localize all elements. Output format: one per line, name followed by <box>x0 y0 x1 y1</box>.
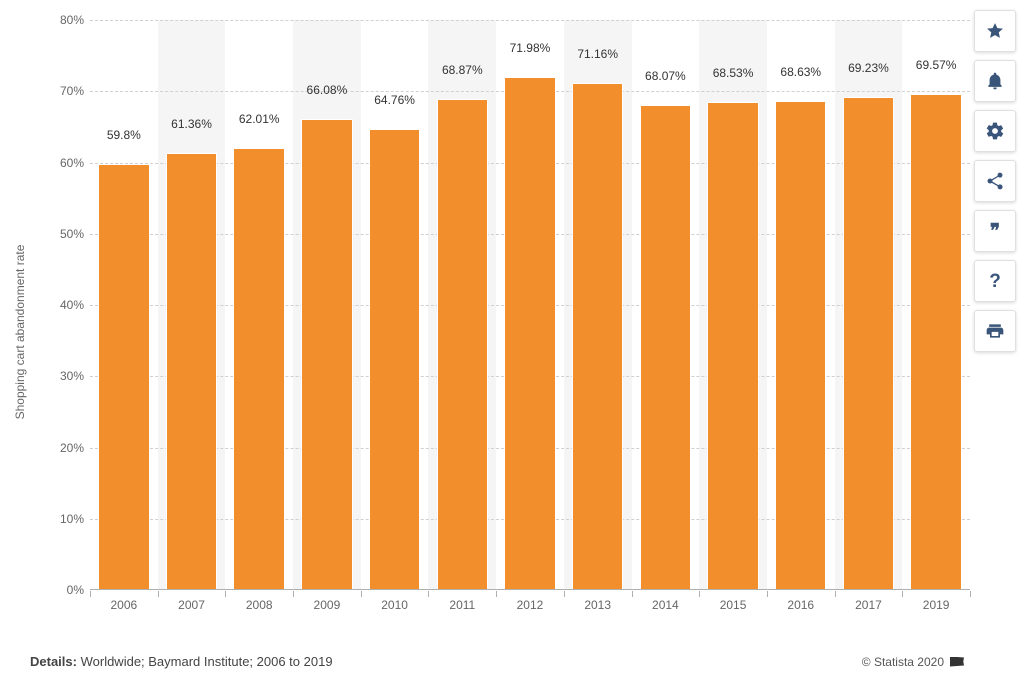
y-tick-label: 70% <box>50 84 84 98</box>
x-tick <box>496 591 497 597</box>
bar[interactable] <box>775 101 826 590</box>
bar-slot: 62.01%2008 <box>225 20 293 590</box>
bar-value-label: 69.57% <box>889 58 984 76</box>
x-axis-line <box>90 589 970 590</box>
x-tick-label: 2006 <box>90 598 158 612</box>
bar[interactable] <box>437 99 488 590</box>
x-tick-label: 2015 <box>699 598 767 612</box>
x-tick <box>361 591 362 597</box>
bar-slot: 71.16%2013 <box>564 20 632 590</box>
y-tick-label: 80% <box>50 13 84 27</box>
y-tick-label: 40% <box>50 298 84 312</box>
share-button[interactable] <box>974 160 1016 202</box>
bar-slot: 61.36%2007 <box>158 20 226 590</box>
x-tick-label: 2011 <box>428 598 496 612</box>
bar[interactable] <box>910 94 961 590</box>
x-tick <box>564 591 565 597</box>
bar-slot: 68.53%2015 <box>699 20 767 590</box>
x-tick <box>90 591 91 597</box>
bar[interactable] <box>98 164 149 590</box>
y-tick-label: 60% <box>50 156 84 170</box>
x-tick-label: 2013 <box>564 598 632 612</box>
bar[interactable] <box>572 83 623 590</box>
bar-slot: 68.87%2011 <box>428 20 496 590</box>
bar[interactable] <box>640 105 691 590</box>
bar-slot: 69.57%2019 <box>902 20 970 590</box>
x-tick <box>902 591 903 597</box>
bar[interactable] <box>301 119 352 590</box>
chart-footer: Details: Worldwide; Baymard Institute; 2… <box>30 654 964 669</box>
y-tick-label: 10% <box>50 512 84 526</box>
x-tick-label: 2007 <box>158 598 226 612</box>
bar[interactable] <box>707 102 758 590</box>
x-tick-label: 2009 <box>293 598 361 612</box>
x-tick-label: 2012 <box>496 598 564 612</box>
x-tick <box>158 591 159 597</box>
quote-button[interactable]: ❞ <box>974 210 1016 252</box>
favorite-button[interactable] <box>974 10 1016 52</box>
x-tick <box>699 591 700 597</box>
star-icon <box>985 21 1005 41</box>
share-icon <box>985 171 1005 191</box>
x-tick <box>428 591 429 597</box>
settings-button[interactable] <box>974 110 1016 152</box>
bar[interactable] <box>166 153 217 590</box>
y-axis-title: Shopping cart abandonment rate <box>13 245 27 420</box>
bar[interactable] <box>233 148 284 590</box>
details-text: Details: Worldwide; Baymard Institute; 2… <box>30 654 333 669</box>
y-tick-label: 50% <box>50 227 84 241</box>
x-tick <box>225 591 226 597</box>
x-tick <box>293 591 294 597</box>
x-tick-label: 2014 <box>632 598 700 612</box>
print-button[interactable] <box>974 310 1016 352</box>
flag-icon <box>950 657 964 667</box>
print-icon <box>985 321 1005 341</box>
chart-region: Shopping cart abandonment rate 0%10%20%3… <box>30 20 970 630</box>
x-tick-label: 2008 <box>225 598 293 612</box>
bar-slot: 69.23%2017 <box>835 20 903 590</box>
y-tick-label: 0% <box>50 583 84 597</box>
x-tick-label: 2017 <box>835 598 903 612</box>
help-button[interactable]: ? <box>974 260 1016 302</box>
bar[interactable] <box>369 129 420 590</box>
x-tick-label: 2019 <box>902 598 970 612</box>
help-icon: ? <box>989 272 1001 291</box>
y-tick-label: 30% <box>50 369 84 383</box>
bell-icon <box>985 71 1005 91</box>
side-toolbar: ❞ ? <box>974 10 1016 352</box>
gear-icon <box>985 121 1005 141</box>
bar-slot: 71.98%2012 <box>496 20 564 590</box>
x-tick <box>632 591 633 597</box>
x-tick <box>835 591 836 597</box>
y-tick-label: 20% <box>50 441 84 455</box>
bar-slot: 59.8%2006 <box>90 20 158 590</box>
bar-slot: 68.07%2014 <box>632 20 700 590</box>
bar-slot: 64.76%2010 <box>361 20 429 590</box>
bar[interactable] <box>843 97 894 590</box>
plot-area: 0%10%20%30%40%50%60%70%80% 59.8%200661.3… <box>90 20 970 590</box>
x-tick-label: 2010 <box>361 598 429 612</box>
quote-icon: ❞ <box>990 222 1000 241</box>
bar[interactable] <box>504 77 555 590</box>
x-tick <box>767 591 768 597</box>
x-tick <box>970 591 971 597</box>
notify-button[interactable] <box>974 60 1016 102</box>
copyright: © Statista 2020 <box>862 655 964 669</box>
x-tick-label: 2016 <box>767 598 835 612</box>
bar-slot: 68.63%2016 <box>767 20 835 590</box>
